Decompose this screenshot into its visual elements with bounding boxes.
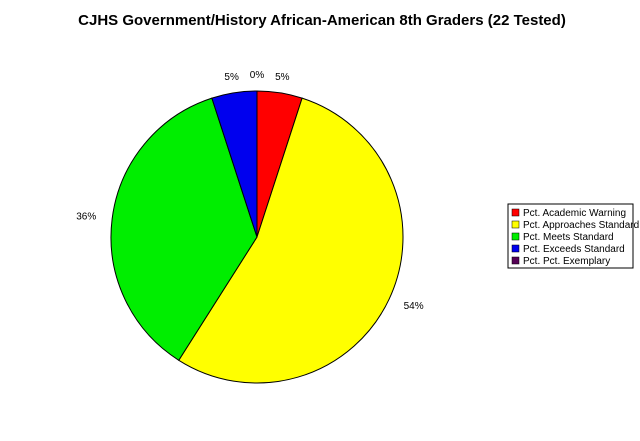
legend-swatch-pct-meets-standard	[511, 232, 520, 241]
pie-slices	[110, 90, 404, 384]
legend-swatch-pct-exceeds-standard	[511, 244, 520, 253]
legend-label-pct-pct-exemplary: Pct. Pct. Exemplary	[523, 256, 610, 267]
slice-label-pct-approaches-standard: 54%	[404, 301, 424, 312]
chart-title: CJHS Government/History African-American…	[78, 12, 566, 29]
pie-slice-pct-exceeds-standard	[211, 90, 258, 238]
legend-label-pct-academic-warning: Pct. Academic Warning	[523, 208, 626, 219]
legend-label-pct-meets-standard: Pct. Meets Standard	[523, 232, 614, 243]
legend-swatch-pct-pct-exemplary	[511, 256, 520, 265]
slice-label-pct-meets-standard: 36%	[76, 212, 96, 223]
slice-label-pct-exceeds-standard: 5%	[224, 72, 239, 83]
slice-label-pct-pct-exemplary: 0%	[250, 70, 265, 81]
legend-box	[507, 203, 634, 269]
legend-swatch-pct-academic-warning	[511, 208, 520, 217]
pie-slice-pct-approaches-standard	[178, 97, 404, 384]
slice-label-pct-academic-warning: 5%	[275, 72, 290, 83]
pie-slice-pct-meets-standard	[110, 97, 258, 361]
legend-swatch-pct-approaches-standard	[511, 220, 520, 229]
slice-labels: 5% 54% 36% 5% 0%	[76, 70, 423, 312]
legend-label-pct-approaches-standard: Pct. Approaches Standard	[523, 220, 639, 231]
legend-label-pct-exceeds-standard: Pct. Exceeds Standard	[523, 244, 625, 255]
